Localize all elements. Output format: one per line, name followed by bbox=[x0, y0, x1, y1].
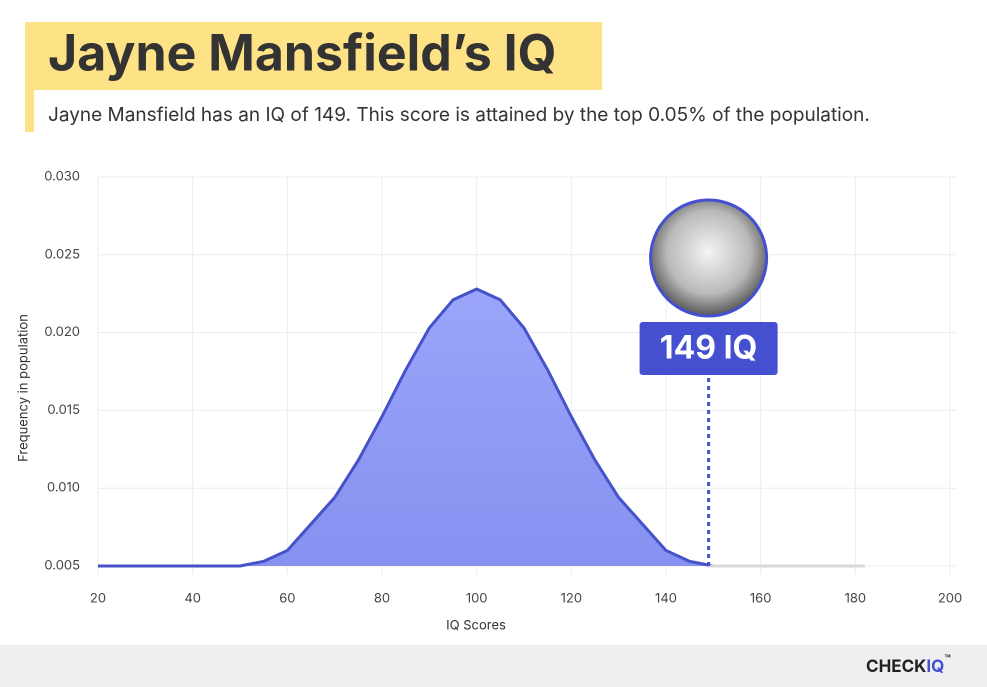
title-box bbox=[25, 22, 602, 90]
y-tick-label: 0.010 bbox=[47, 480, 80, 496]
brand-accent: IQ bbox=[926, 657, 944, 677]
y-tick-label: 0.015 bbox=[47, 402, 80, 418]
x-tick-label: 80 bbox=[374, 591, 390, 607]
footer-band bbox=[0, 645, 987, 687]
portrait bbox=[649, 198, 769, 318]
distribution-line bbox=[98, 287, 714, 568]
annotation-box bbox=[639, 322, 778, 375]
x-axis-label: IQ Scores bbox=[446, 618, 506, 634]
brand: CHECK bbox=[866, 657, 926, 677]
x-tick-label: 60 bbox=[279, 591, 295, 607]
x-tick-label: 120 bbox=[561, 591, 582, 607]
chart-subtitle: Jayne Mansfield has an IQ of 149. This s… bbox=[48, 103, 870, 126]
y-tick-label: 0.025 bbox=[45, 246, 80, 262]
x-tick-label: 160 bbox=[750, 591, 772, 607]
chart-title: Jayne Mansfield’s IQ bbox=[48, 24, 557, 84]
x-tick-label: 200 bbox=[938, 591, 962, 607]
area-fill bbox=[98, 289, 714, 566]
y-axis-label: Frequency in population bbox=[16, 314, 32, 462]
subtitle-bar bbox=[25, 90, 34, 132]
x-tick-label: 140 bbox=[655, 591, 677, 607]
y-tick-label: 0.005 bbox=[44, 558, 80, 574]
y-tick-label: 0.020 bbox=[44, 324, 80, 340]
brand-logo: CHECKIQ™ bbox=[866, 653, 951, 677]
y-tick-label: 0.030 bbox=[44, 169, 80, 185]
x-tick-label: 40 bbox=[184, 591, 201, 607]
x-tick-label: 180 bbox=[845, 591, 867, 607]
brand-mark: ™ bbox=[944, 653, 950, 665]
x-tick-label: 100 bbox=[466, 591, 488, 607]
x-tick-label: 20 bbox=[90, 591, 106, 607]
annotation-label: 149 IQ bbox=[660, 328, 758, 367]
